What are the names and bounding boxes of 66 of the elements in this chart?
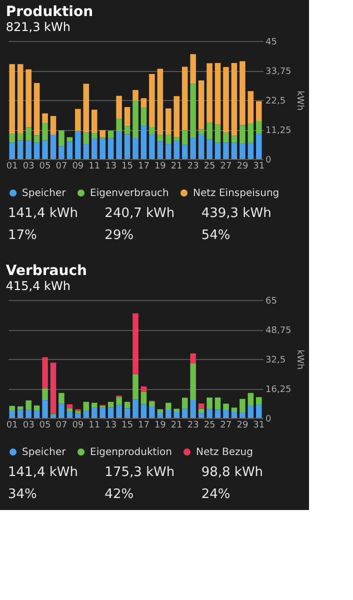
x-tick-label: 15 — [122, 420, 133, 430]
chart-title: Produktion — [6, 4, 94, 20]
x-tick-label: 23 — [187, 162, 199, 172]
y-axis-title: kWh — [294, 350, 304, 370]
x-tick-label: 19 — [154, 162, 166, 172]
x-tick-label: 25 — [204, 420, 216, 430]
x-tick-label: 11 — [88, 162, 100, 172]
x-tick-label: 23 — [187, 420, 199, 430]
x-tick-label: 27 — [220, 162, 232, 172]
legend-label: Speicher — [22, 188, 67, 199]
chart-title: Verbrauch — [6, 263, 87, 279]
x-tick-label: 03 — [22, 162, 34, 172]
text: 54% — [201, 228, 230, 243]
text: 34% — [8, 487, 37, 502]
x-tick-label: 07 — [56, 420, 68, 430]
text: 175,3 kWh — [104, 465, 175, 480]
x-tick-label: 27 — [220, 420, 232, 430]
legend-label: Netz Einspeisung — [193, 188, 280, 199]
x-tick-label: 19 — [154, 420, 166, 430]
text: 17% — [8, 228, 37, 243]
x-tick-label: 17 — [138, 162, 150, 172]
y-tick-label: 0 — [266, 414, 272, 424]
y-tick-label: 32,5 — [266, 356, 286, 366]
x-tick-label: 13 — [105, 162, 117, 172]
text: 24% — [201, 487, 230, 502]
x-tick-label: 25 — [204, 162, 216, 172]
x-tick-label: 09 — [72, 162, 84, 172]
x-tick-label: 29 — [236, 162, 248, 172]
chart-subtitle: 821,3 kWh — [6, 20, 70, 34]
legend-label: Netz Bezug — [196, 447, 253, 458]
x-tick-label: 09 — [72, 420, 84, 430]
text: 42% — [104, 487, 134, 502]
legend-label: Eigenproduktion — [90, 447, 172, 458]
x-tick-label: 21 — [170, 162, 182, 172]
y-tick-label: 16,25 — [266, 385, 292, 395]
x-tick-label: 21 — [170, 420, 182, 430]
x-tick-label: 05 — [39, 162, 51, 172]
y-tick-label: 33,75 — [266, 67, 292, 77]
x-tick-label: 01 — [6, 420, 18, 430]
y-tick-label: 48,75 — [266, 326, 292, 336]
x-tick-label: 01 — [6, 162, 18, 172]
x-tick-label: 31 — [253, 420, 265, 430]
chart-subtitle: 415,4 kWh — [6, 279, 70, 293]
text: 240,7 kWh — [104, 206, 175, 221]
text: 439,3 kWh — [201, 206, 272, 221]
legend-label: Eigenverbrauch — [90, 188, 169, 199]
text: 141,4 kWh — [8, 465, 78, 480]
x-tick-label: 11 — [88, 420, 100, 430]
legend-label: Speicher — [22, 447, 67, 458]
x-tick-label: 03 — [22, 420, 34, 430]
y-tick-label: 45 — [266, 38, 277, 48]
text: 141,4 kWh — [8, 206, 78, 221]
x-tick-label: 15 — [122, 162, 133, 172]
y-tick-label: 0 — [266, 156, 272, 166]
x-tick-label: 05 — [39, 420, 51, 430]
x-tick-label: 07 — [56, 162, 68, 172]
x-tick-label: 29 — [236, 420, 248, 430]
y-axis-title: kWh — [294, 90, 304, 110]
y-tick-label: 22,5 — [266, 96, 286, 106]
x-tick-label: 17 — [138, 420, 150, 430]
text: 29% — [104, 228, 134, 243]
y-tick-label: 65 — [266, 296, 277, 306]
x-tick-label: 13 — [105, 420, 117, 430]
x-tick-label: 31 — [253, 162, 265, 172]
text: 98,8 kWh — [201, 465, 264, 480]
y-tick-label: 11,25 — [266, 126, 292, 136]
